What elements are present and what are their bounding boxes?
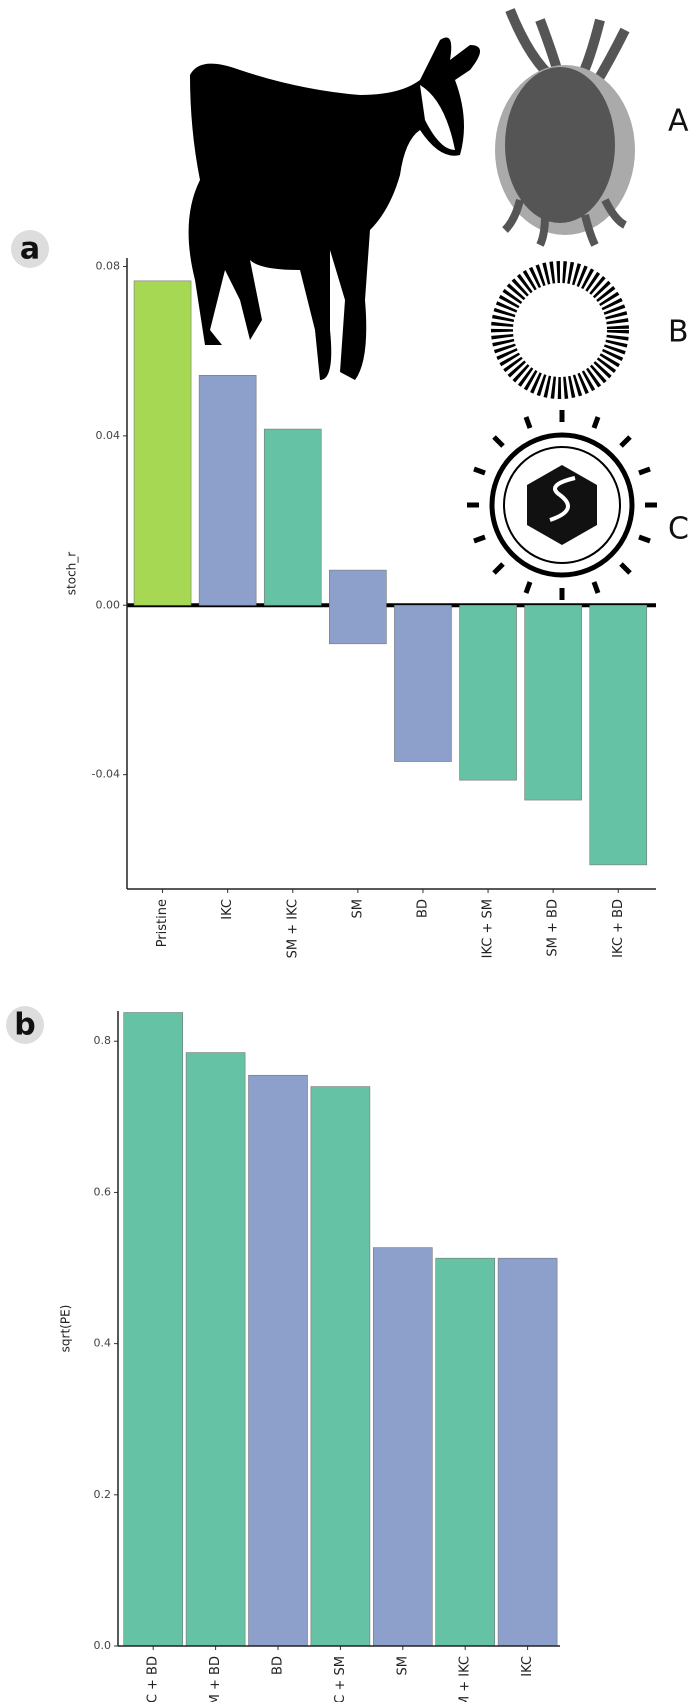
ring-icon bbox=[491, 261, 629, 399]
x-tick-label: IKC bbox=[520, 1656, 535, 1677]
bar bbox=[524, 604, 582, 801]
x-tick-label: IKC bbox=[220, 899, 235, 920]
y-tick-label: 0.08 bbox=[96, 259, 121, 272]
y-axis-label: sqrt(PE) bbox=[59, 1305, 73, 1353]
y-axis-label: stoch_r bbox=[65, 552, 79, 596]
y-tick-label: 0.04 bbox=[96, 429, 121, 442]
x-tick-label: BD bbox=[271, 1656, 286, 1675]
panel-badge bbox=[6, 1006, 44, 1044]
bar bbox=[394, 604, 452, 762]
x-tick-label: IKC + SM bbox=[333, 1656, 348, 1702]
bar bbox=[185, 1052, 246, 1647]
chamois-silhouette bbox=[188, 37, 481, 380]
bar bbox=[497, 1257, 558, 1647]
bar bbox=[589, 604, 648, 866]
x-tick-label: SM + BD bbox=[208, 1656, 223, 1702]
bar bbox=[459, 604, 517, 781]
panel-label: a bbox=[20, 232, 40, 267]
annotation: B bbox=[668, 315, 689, 350]
x-tick-label: SM bbox=[350, 899, 365, 918]
bar bbox=[123, 1012, 183, 1647]
x-tick-label: SM + BD bbox=[546, 899, 561, 957]
virus-icon bbox=[467, 410, 657, 600]
bar bbox=[133, 280, 192, 606]
bar bbox=[198, 375, 257, 606]
x-tick-label: IKC + SM bbox=[481, 899, 496, 958]
bar bbox=[310, 1086, 371, 1647]
y-tick-label: 0.00 bbox=[96, 598, 121, 611]
x-tick-label: SM + IKC bbox=[458, 1656, 473, 1702]
bar bbox=[263, 428, 322, 606]
x-tick-label: SM + IKC bbox=[285, 899, 300, 958]
x-tick-label: IKC + BD bbox=[611, 899, 626, 958]
y-tick-label: 0.6 bbox=[94, 1185, 112, 1198]
x-tick-label: SM bbox=[395, 1656, 410, 1675]
bar bbox=[372, 1247, 433, 1647]
y-tick-label: 0.2 bbox=[94, 1488, 112, 1501]
panel-badge bbox=[11, 230, 49, 268]
y-tick-label: 0.4 bbox=[94, 1337, 112, 1350]
y-tick-label: 0.8 bbox=[94, 1034, 112, 1047]
x-tick-label: Pristine bbox=[155, 899, 170, 947]
x-tick-label: IKC + BD bbox=[146, 1656, 161, 1702]
bar bbox=[435, 1257, 496, 1647]
bar bbox=[329, 569, 387, 645]
annotation: A bbox=[668, 104, 689, 139]
bar bbox=[248, 1074, 308, 1647]
annotation: C bbox=[668, 512, 689, 547]
x-tick-label: BD bbox=[415, 899, 430, 918]
panel-label: b bbox=[14, 1008, 35, 1043]
y-tick-label: 0.0 bbox=[94, 1639, 112, 1652]
mite-icon bbox=[495, 8, 635, 247]
y-tick-label: -0.04 bbox=[92, 768, 120, 781]
